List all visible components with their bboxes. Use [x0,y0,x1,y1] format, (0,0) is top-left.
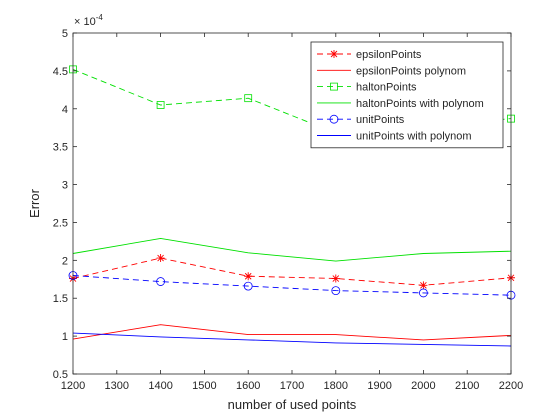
x-tick-label: 1400 [148,380,172,392]
y-tick-label: 4 [62,104,68,116]
y-axis-exponent: × 10-4 [74,13,103,28]
data-point-epsilonpoints-stroke [419,281,428,290]
legend-marker-epsilonpoints-stroke [330,50,338,58]
series-line-epsilonpoints-polynom [72,324,512,341]
series-unitpoints-with-polynom [72,332,512,347]
data-point-epsilonpoints-stroke [244,272,253,281]
y-tick-label: 1.5 [53,293,68,305]
legend: epsilonPoints epsilonPoints polynom halton… [310,41,504,149]
x-tick-label: 2100 [455,380,479,392]
series-line-unitpoints [72,275,512,296]
exponent-base: × 10 [74,16,96,28]
x-tick-label: 2200 [499,380,523,392]
legend-box [310,41,504,149]
legend-marker-haltonpoints [330,82,338,91]
legend-marker-unitpoints [329,114,339,124]
y-tick-label: 4.5 [53,66,68,78]
data-point-unitpoints [243,281,253,291]
x-tick-label: 2000 [411,380,435,392]
x-tick-label: 1700 [280,380,304,392]
data-point-epsilonpoints [419,281,428,290]
y-tick-label: 0.5 [53,369,68,381]
data-point-unitpoints [156,277,166,286]
data-point-unitpoints [331,286,341,296]
x-tick-label: 1300 [105,380,129,392]
data-point-epsilonpoints-stroke [156,254,165,263]
y-tick-label: 2 [62,255,68,267]
x-tick-label: 1800 [324,380,348,392]
y-tick-label: 3 [62,180,68,192]
legend-marker-epsilonpoints [330,50,338,58]
series-line-haltonpoints-with-polynom [72,237,512,262]
ticks-layer: 1200 1300 1400 1500 1600 1700 1800 1900 2000 2100… [53,28,524,392]
series-haltonpoints-with-polynom [72,237,512,262]
series-layer [68,65,516,347]
data-point-epsilonpoints-stroke [331,274,340,283]
data-point-epsilonpoints [156,254,165,263]
exponent-power: -4 [96,13,104,22]
legend-label-epsilonpoints: epsilonPoints [356,49,422,61]
y-tick-label: 5 [62,28,68,40]
y-tick-label: 3.5 [53,142,68,154]
data-point-unitpoints [418,288,428,298]
y-tick-label: 1 [62,331,68,343]
data-point-haltonpoints [156,101,165,109]
legend-label-haltonpoints-with-polynom: haltonPoints with polynom [356,98,484,110]
series-epsilonpoints-polynom [72,324,512,341]
series-line-unitpoints-with-polynom [72,332,512,347]
x-axis-label: number of used points [228,397,357,412]
x-tick-label: 1900 [367,380,391,392]
series-line-epsilonpoints [72,257,512,286]
legend-label-epsilonpoints-polynom: epsilonPoints polynom [356,65,466,77]
legend-label-unitpoints: unitPoints [356,114,405,126]
y-tick-label: 2.5 [53,217,68,229]
y-axis-label: Error [27,188,42,218]
legend-label-haltonpoints: haltonPoints [356,82,417,94]
legend-label-unitpoints-with-polynom: unitPoints with polynom [356,131,472,143]
x-tick-label: 1500 [192,380,216,392]
x-tick-label: 1200 [61,380,85,392]
data-point-epsilonpoints [331,274,340,283]
data-point-haltonpoints [244,94,253,103]
data-point-epsilonpoints [244,272,253,281]
x-tick-label: 1600 [236,380,260,392]
